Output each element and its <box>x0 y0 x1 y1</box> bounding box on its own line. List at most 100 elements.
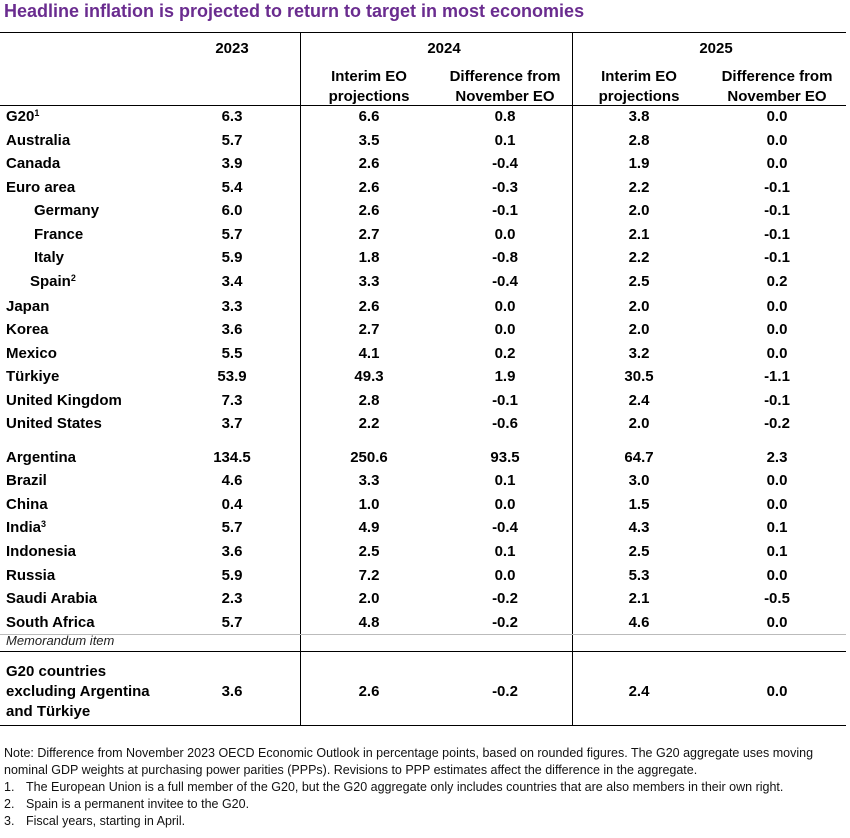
row-label-text: Spain <box>30 273 71 290</box>
header-line: Difference from <box>449 68 561 85</box>
row-label: France <box>34 223 83 246</box>
row-label-text: Brazil <box>6 472 47 489</box>
value-2024-diff: 0.0 <box>494 298 516 315</box>
memo-rule <box>0 634 846 635</box>
row-label: Canada <box>6 152 60 175</box>
row-label: South Africa <box>6 611 95 634</box>
row-label-text: Argentina <box>6 449 77 466</box>
row-label: Euro area <box>6 176 75 199</box>
value-2024-proj: 250.6 <box>350 449 388 466</box>
value-2024-diff: 0.0 <box>494 496 516 513</box>
value-2025-proj: 2.2 <box>628 179 650 196</box>
row-label-text: Indonesia <box>6 543 77 560</box>
value-2025-proj: 2.5 <box>628 543 650 560</box>
value-2023: 5.5 <box>221 345 243 362</box>
footnote-number: 2. <box>4 797 15 811</box>
value-2024-diff: 0.1 <box>494 472 516 489</box>
value-2024-proj: 2.2 <box>358 415 380 432</box>
table-row: Mexico 5.5 4.1 0.2 3.2 0.0 <box>0 342 846 365</box>
value-2024-proj: 6.6 <box>358 108 380 125</box>
value-2024-diff: -0.1 <box>492 202 518 219</box>
footnote-text: Spain is a permanent invitee to the G20. <box>26 797 250 811</box>
row-label-text: Japan <box>6 298 50 315</box>
value-2024-proj: 2.6 <box>358 155 380 172</box>
value-2025-proj: 1.9 <box>628 155 650 172</box>
value-2024-diff: -0.4 <box>492 273 518 290</box>
header-line: Interim EO <box>331 68 407 85</box>
value-2024-diff: 0.1 <box>494 543 516 560</box>
memo-row-label: G20 countries excluding Argentina and Tü… <box>6 662 176 722</box>
value-2023: 0.4 <box>221 496 243 513</box>
page-title: Headline inflation is projected to retur… <box>4 1 585 21</box>
table-row: Korea 3.6 2.7 0.0 2.0 0.0 <box>0 318 846 341</box>
memo-value-2024-diff: -0.2 <box>492 683 518 700</box>
row-label: Japan <box>6 295 49 318</box>
row-label: Türkiye <box>6 365 59 388</box>
value-2025-diff: 0.0 <box>766 155 788 172</box>
value-2024-diff: 0.0 <box>494 321 516 338</box>
row-label-text: Germany <box>34 202 100 219</box>
row-label-text: United States <box>6 415 102 432</box>
value-2024-proj: 4.9 <box>358 519 380 536</box>
row-label: United States <box>6 412 102 435</box>
row-label-text: Korea <box>6 321 49 338</box>
table-bottom-rule <box>0 725 846 726</box>
table-row: United States 3.7 2.2 -0.6 2.0 -0.2 <box>0 412 846 435</box>
value-2023: 3.3 <box>221 298 243 315</box>
value-2023: 4.6 <box>221 472 243 489</box>
value-2025-proj: 2.0 <box>628 298 650 315</box>
value-2025-diff: 2.3 <box>766 449 788 466</box>
header-rule <box>0 105 846 106</box>
value-2024-proj: 1.0 <box>358 496 380 513</box>
row-label: Argentina <box>6 446 76 469</box>
value-2024-diff: 0.0 <box>494 567 516 584</box>
value-2025-proj: 5.3 <box>628 567 650 584</box>
value-2025-diff: 0.1 <box>766 519 788 536</box>
header-line: Interim EO <box>601 68 677 85</box>
value-2025-proj: 2.0 <box>628 321 650 338</box>
column-divider-2024 <box>300 32 301 725</box>
value-2025-proj: 30.5 <box>624 368 654 385</box>
header-line: November EO <box>455 88 555 105</box>
value-2023: 5.7 <box>221 519 243 536</box>
value-2023: 3.6 <box>221 321 243 338</box>
table-row: South Africa 5.7 4.8 -0.2 4.6 0.0 <box>0 611 846 634</box>
value-2023: 5.7 <box>221 226 243 243</box>
header-2025-difference: Difference from November EO <box>710 67 844 107</box>
value-2024-diff: -0.1 <box>492 392 518 409</box>
row-label-text: South Africa <box>6 614 95 631</box>
value-2025-diff: 0.2 <box>766 273 788 290</box>
value-2024-proj: 1.8 <box>358 249 380 266</box>
footnote-number: 3. <box>4 814 15 828</box>
value-2024-proj: 2.5 <box>358 543 380 560</box>
header-2024-difference: Difference from November EO <box>440 67 570 107</box>
row-label-text: Australia <box>6 132 71 149</box>
row-label: Saudi Arabia <box>6 587 97 610</box>
value-2025-diff: -0.2 <box>764 415 790 432</box>
value-2025-proj: 3.2 <box>628 345 650 362</box>
footnote-marker: 3 <box>41 519 47 529</box>
value-2023: 53.9 <box>217 368 247 385</box>
value-2024-diff: 1.9 <box>494 368 516 385</box>
value-2024-proj: 4.1 <box>358 345 380 362</box>
row-label-text: China <box>6 496 48 513</box>
row-label: United Kingdom <box>6 389 122 412</box>
value-2024-diff: -0.8 <box>492 249 518 266</box>
header-2024-projections: Interim EO projections <box>318 67 420 107</box>
row-label-text: Canada <box>6 155 61 172</box>
value-2025-diff: -0.1 <box>764 226 790 243</box>
value-2025-proj: 2.4 <box>628 392 650 409</box>
row-label: Italy <box>34 246 64 269</box>
value-2025-diff: -0.1 <box>764 249 790 266</box>
memo-label-line: and Türkiye <box>6 703 91 720</box>
value-2025-proj: 4.3 <box>628 519 650 536</box>
value-2025-diff: -0.1 <box>764 392 790 409</box>
memo-top-rule <box>0 651 846 652</box>
row-label: Korea <box>6 318 49 341</box>
row-label: Australia <box>6 129 70 152</box>
table-row: Canada 3.9 2.6 -0.4 1.9 0.0 <box>0 152 846 175</box>
memo-label-line: excluding Argentina <box>6 683 150 700</box>
value-2023: 6.0 <box>221 202 243 219</box>
table-row: Türkiye 53.9 49.3 1.9 30.5 -1.1 <box>0 365 846 388</box>
memo-row: G20 countries excluding Argentina and Tü… <box>0 662 846 722</box>
